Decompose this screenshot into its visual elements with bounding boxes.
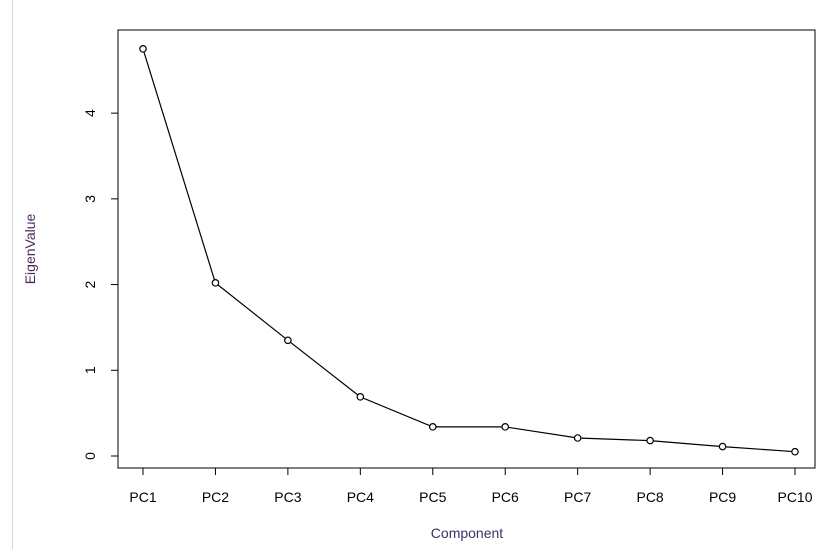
data-point	[791, 447, 799, 456]
page-left-rule	[12, 0, 13, 549]
x-tick-label: PC7	[564, 489, 591, 505]
data-point	[718, 442, 727, 451]
x-tick-label: PC2	[202, 489, 229, 505]
eigenvalue-series	[139, 45, 799, 456]
y-axis-title: EigenValue	[22, 214, 38, 285]
data-point	[139, 45, 147, 53]
data-point	[211, 279, 220, 287]
x-tick-label: PC1	[129, 489, 156, 505]
data-point	[284, 336, 292, 345]
x-tick-label: PC10	[777, 489, 812, 505]
data-point	[573, 434, 582, 442]
series-line	[142, 48, 796, 453]
y-tick-label: 0	[82, 452, 98, 460]
data-point	[501, 423, 510, 431]
y-tick-label: 2	[82, 280, 98, 288]
x-tick-label: PC4	[347, 489, 374, 505]
y-axis: 0 1 2 3 4	[82, 109, 118, 460]
data-point	[646, 436, 654, 445]
x-tick-label: PC3	[274, 489, 301, 505]
data-point	[356, 393, 365, 401]
x-tick-label: PC9	[709, 489, 736, 505]
plot-frame	[117, 29, 816, 469]
x-tick-label: PC8	[636, 489, 663, 505]
y-tick-label: 1	[82, 366, 98, 374]
x-tick-label: PC5	[419, 489, 446, 505]
x-axis: PC1 PC2 PC3 PC4 PC5 PC6 PC7 PC8 PC9 PC10	[129, 468, 813, 505]
x-tick-label: PC6	[492, 489, 519, 505]
y-tick-label: 4	[82, 109, 98, 117]
data-point	[428, 423, 437, 431]
x-axis-title: Component	[431, 525, 503, 541]
y-tick-label: 3	[82, 195, 98, 203]
